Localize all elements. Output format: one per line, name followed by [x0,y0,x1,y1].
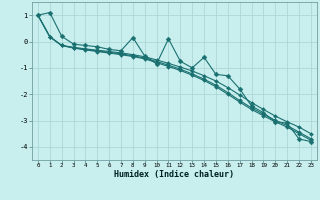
X-axis label: Humidex (Indice chaleur): Humidex (Indice chaleur) [115,170,234,179]
